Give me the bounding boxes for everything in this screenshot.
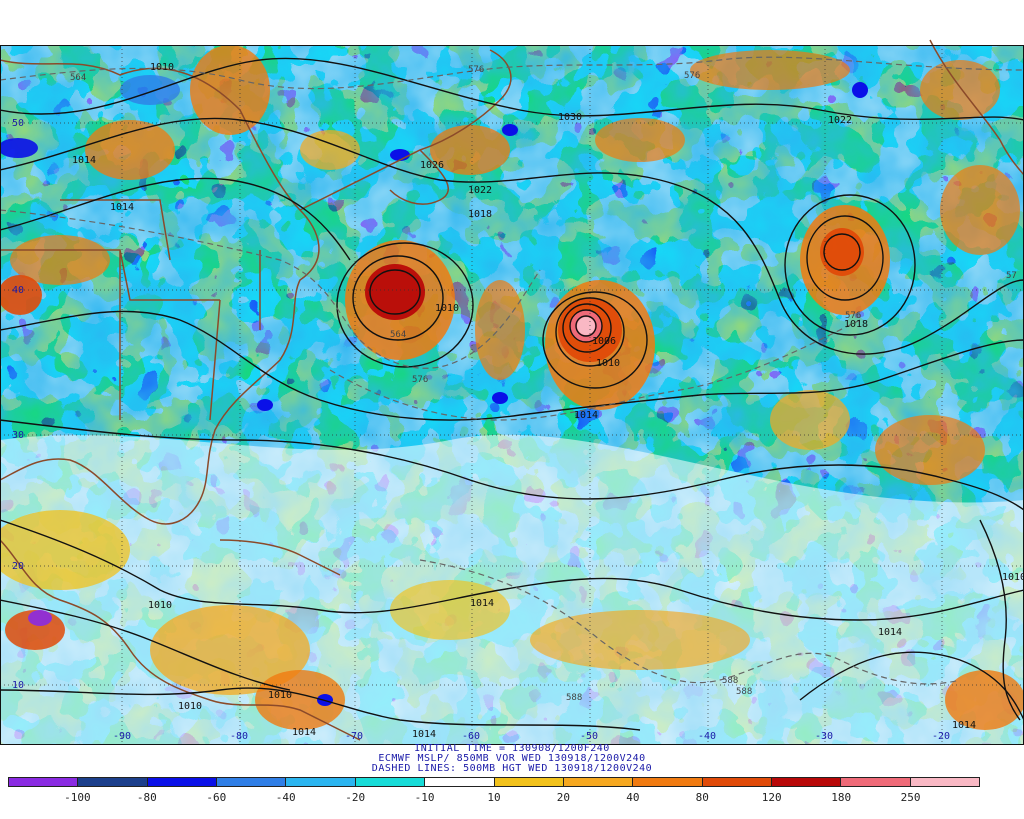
isobar-label: 1006 <box>592 336 616 347</box>
height-label: 576 <box>845 311 861 321</box>
isobar-label: 1010 <box>178 701 202 712</box>
color-legend-label: 20 <box>556 791 571 804</box>
color-swatch <box>9 778 79 786</box>
color-swatch <box>771 778 842 786</box>
lat-label: 30 <box>12 430 24 441</box>
color-legend-label: 180 <box>831 791 852 804</box>
coastlines <box>0 39 1024 741</box>
lon-label: -50 <box>580 731 598 742</box>
lat-label: 20 <box>12 561 24 572</box>
height-label: 588 <box>736 687 752 697</box>
isobar-label: 1014 <box>470 598 494 609</box>
color-legend-label: -60 <box>206 791 227 804</box>
positive-vorticity-patches <box>0 45 1024 730</box>
height-contours <box>0 56 1024 685</box>
isobar-label: 1014 <box>72 155 96 166</box>
isobar-label: 1010 <box>1002 572 1024 583</box>
color-legend-label: 10 <box>487 791 501 804</box>
color-swatch <box>563 778 634 786</box>
lat-lon-grid <box>0 45 1024 745</box>
lat-label: 40 <box>12 285 24 296</box>
height-label: 588 <box>722 676 738 686</box>
isobar-label: 1026 <box>420 160 444 171</box>
isobar-label: 1014 <box>574 410 598 421</box>
isobar-label: 1018 <box>844 319 868 330</box>
color-swatch <box>494 778 564 786</box>
color-swatch <box>910 778 980 786</box>
isobar-label: 1014 <box>110 202 134 213</box>
caption-initial-time: INITIAL TIME = 130908/1200F240 <box>414 743 610 754</box>
color-legend-label: -80 <box>136 791 157 804</box>
lon-label: -30 <box>815 731 833 742</box>
height-label: 57 <box>1006 271 1017 281</box>
isobars <box>0 57 1024 731</box>
lat-label: 10 <box>12 680 24 691</box>
weather-map: -90 -80 -70 -60 -50 -40 -30 -20 50 40 30… <box>0 39 1024 745</box>
lat-label: 50 <box>12 118 24 129</box>
color-legend-label: -20 <box>345 791 366 804</box>
isobar-label: 1014 <box>412 729 436 740</box>
latitude-labels: 50 40 30 20 10 <box>12 118 24 691</box>
longitude-labels: -90 -80 -70 -60 -50 -40 -30 -20 <box>113 731 950 742</box>
color-legend-label: 120 <box>761 791 782 804</box>
height-label: 564 <box>70 73 86 83</box>
color-swatch <box>841 778 911 786</box>
lon-label: -40 <box>698 731 716 742</box>
lon-label: -60 <box>462 731 480 742</box>
color-legend-label: -10 <box>414 791 435 804</box>
isobar-label: 1010 <box>268 690 292 701</box>
isobar-label: 1010 <box>150 62 174 73</box>
height-label: 564 <box>390 330 406 340</box>
isobar-label: 1014 <box>952 720 976 731</box>
isobar-label: 1014 <box>878 627 902 638</box>
color-swatch <box>355 778 426 786</box>
height-label: 576 <box>684 71 700 81</box>
isobar-label: 1010 <box>148 600 172 611</box>
height-label: 588 <box>566 693 582 703</box>
caption-title: ECMWF MSLP/ 850MB VOR WED 130918/1200V24… <box>378 753 646 764</box>
color-legend-label: 80 <box>695 791 709 804</box>
caption-dashed-lines: DASHED LINES: 500MB HGT WED 130918/1200V… <box>371 763 653 774</box>
isobar-label: 1030 <box>558 112 582 123</box>
lon-label: -80 <box>230 731 248 742</box>
lon-label: -90 <box>113 731 131 742</box>
color-swatch <box>147 778 218 786</box>
color-swatch <box>425 778 495 786</box>
color-swatch <box>702 778 772 786</box>
isobar-label: 1010 <box>435 303 459 314</box>
height-labels: 564 576 564 576 576 588 588 588 576 57 <box>70 65 1017 703</box>
color-swatch <box>217 778 287 786</box>
isobar-label: 1022 <box>468 185 492 196</box>
color-legend-label: 250 <box>900 791 921 804</box>
isobar-labels: 1010 1014 1014 1026 1030 1022 1018 1022 … <box>72 62 1024 740</box>
lon-label: -70 <box>345 731 363 742</box>
isobar-label: 1018 <box>468 209 492 220</box>
color-legend-label: -40 <box>275 791 296 804</box>
color-legend-label: 40 <box>626 791 640 804</box>
height-label: 576 <box>412 375 428 385</box>
color-legend-label: -100 <box>64 791 91 804</box>
isobar-label: 1014 <box>292 727 316 738</box>
color-swatch <box>78 778 148 786</box>
height-label: 576 <box>468 65 484 75</box>
isobar-label: 1022 <box>828 115 852 126</box>
lon-label: -20 <box>932 731 950 742</box>
color-swatch <box>633 778 703 786</box>
color-swatch <box>286 778 356 786</box>
isobar-label: 1010 <box>596 358 620 369</box>
color-legend <box>8 777 980 787</box>
